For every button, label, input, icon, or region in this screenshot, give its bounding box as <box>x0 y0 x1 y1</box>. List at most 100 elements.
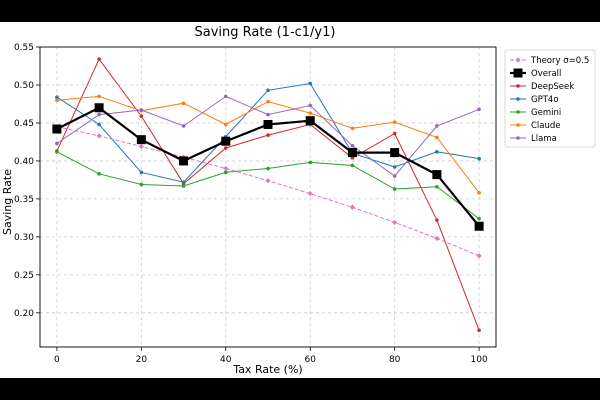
legend-label: DeepSeek <box>531 82 574 92</box>
series-lines <box>52 57 484 333</box>
legend-label: GPT4o <box>531 95 559 105</box>
data-point <box>435 184 439 189</box>
data-point <box>435 218 439 222</box>
data-point <box>139 108 144 112</box>
x-tick-label: 20 <box>136 355 148 365</box>
y-tick-label: 0.40 <box>14 157 34 167</box>
x-axis-label: Tax Rate (%) <box>232 363 302 376</box>
legend-marker <box>516 97 520 101</box>
chart-figure: Saving Rate (1-c1/y1) Tax Rate (%) Savin… <box>0 22 600 378</box>
legend-entry: Claude <box>510 121 561 131</box>
legend-label: Theory σ=0.5 <box>530 56 589 66</box>
y-tick-label: 0.45 <box>14 119 34 129</box>
data-point <box>432 170 442 180</box>
data-point <box>350 126 355 131</box>
y-tick-label: 0.35 <box>14 195 34 205</box>
data-point <box>96 133 102 139</box>
data-point <box>392 131 397 136</box>
data-point <box>477 328 481 333</box>
data-point <box>305 116 315 126</box>
legend-label: Claude <box>531 121 561 131</box>
data-point <box>350 143 355 148</box>
x-tick-label: 80 <box>389 355 401 365</box>
x-tick-label: 0 <box>54 355 60 365</box>
data-point <box>347 148 357 158</box>
x-tick-label: 100 <box>471 355 488 365</box>
data-point <box>223 94 228 99</box>
legend-marker <box>516 136 520 140</box>
line-chart: Saving Rate (1-c1/y1) Tax Rate (%) Savin… <box>1 25 596 376</box>
data-point <box>392 187 397 191</box>
legend: Theory σ=0.5 Overall DeepSeek GPT4o Gemini Cl… <box>504 49 596 148</box>
data-point <box>477 191 481 195</box>
data-point <box>223 122 228 127</box>
data-point <box>266 99 270 104</box>
data-point <box>139 170 144 175</box>
data-point <box>55 98 59 102</box>
legend-label: Gemini <box>531 108 561 118</box>
data-point <box>392 120 397 124</box>
y-tick-label: 0.30 <box>14 233 34 243</box>
series-2 <box>55 57 481 333</box>
data-point <box>139 182 144 187</box>
data-point <box>94 103 104 113</box>
data-point <box>52 124 62 134</box>
data-point <box>308 103 313 108</box>
legend-entry: Gemini <box>510 108 561 118</box>
data-point <box>435 135 439 140</box>
data-point <box>223 146 228 150</box>
data-point <box>350 163 355 168</box>
chart-title: Saving Rate (1-c1/y1) <box>195 25 336 40</box>
legend-marker <box>513 68 523 78</box>
data-point <box>97 112 101 117</box>
data-point <box>136 135 146 145</box>
data-point <box>392 165 397 169</box>
data-point <box>435 124 439 128</box>
data-point <box>477 107 481 112</box>
x-tick-label: 60 <box>304 355 316 365</box>
data-point <box>181 101 186 106</box>
data-point <box>392 219 398 226</box>
data-point <box>55 150 59 154</box>
data-point <box>392 174 397 178</box>
data-point <box>139 114 144 118</box>
data-point <box>181 180 186 184</box>
data-point <box>434 235 440 241</box>
y-axis-label: Saving Rate <box>1 169 14 235</box>
data-point <box>477 216 481 221</box>
series-1 <box>52 103 484 231</box>
legend-entry: DeepSeek <box>510 82 574 92</box>
legend-marker <box>516 84 520 88</box>
y-tick-label: 0.25 <box>14 271 34 281</box>
legend-entry: Overall <box>510 68 561 79</box>
data-point <box>223 170 228 175</box>
data-point <box>476 253 482 259</box>
series-5 <box>55 94 481 195</box>
y-tick-label: 0.50 <box>14 81 34 91</box>
data-point <box>266 166 270 171</box>
data-point <box>308 81 313 86</box>
data-point <box>390 148 400 158</box>
legend-label: Llama <box>531 134 557 144</box>
data-point <box>181 184 186 188</box>
legend-marker <box>515 57 521 63</box>
y-tick-label: 0.55 <box>14 43 34 53</box>
data-point <box>97 122 101 127</box>
data-point <box>181 124 186 128</box>
series-4 <box>55 150 481 221</box>
legend-entry: Llama <box>510 134 557 144</box>
data-point <box>435 150 439 154</box>
data-point <box>55 141 59 146</box>
data-point <box>266 88 270 93</box>
data-point <box>266 133 270 137</box>
data-point <box>223 165 229 172</box>
data-point <box>474 221 484 231</box>
series-0 <box>54 124 482 259</box>
data-point <box>308 111 313 115</box>
plot-area-frame <box>39 46 497 348</box>
data-point <box>308 160 313 165</box>
data-point <box>179 156 189 166</box>
data-point <box>221 136 231 146</box>
data-point <box>263 119 273 129</box>
x-tick-label: 40 <box>220 355 232 365</box>
